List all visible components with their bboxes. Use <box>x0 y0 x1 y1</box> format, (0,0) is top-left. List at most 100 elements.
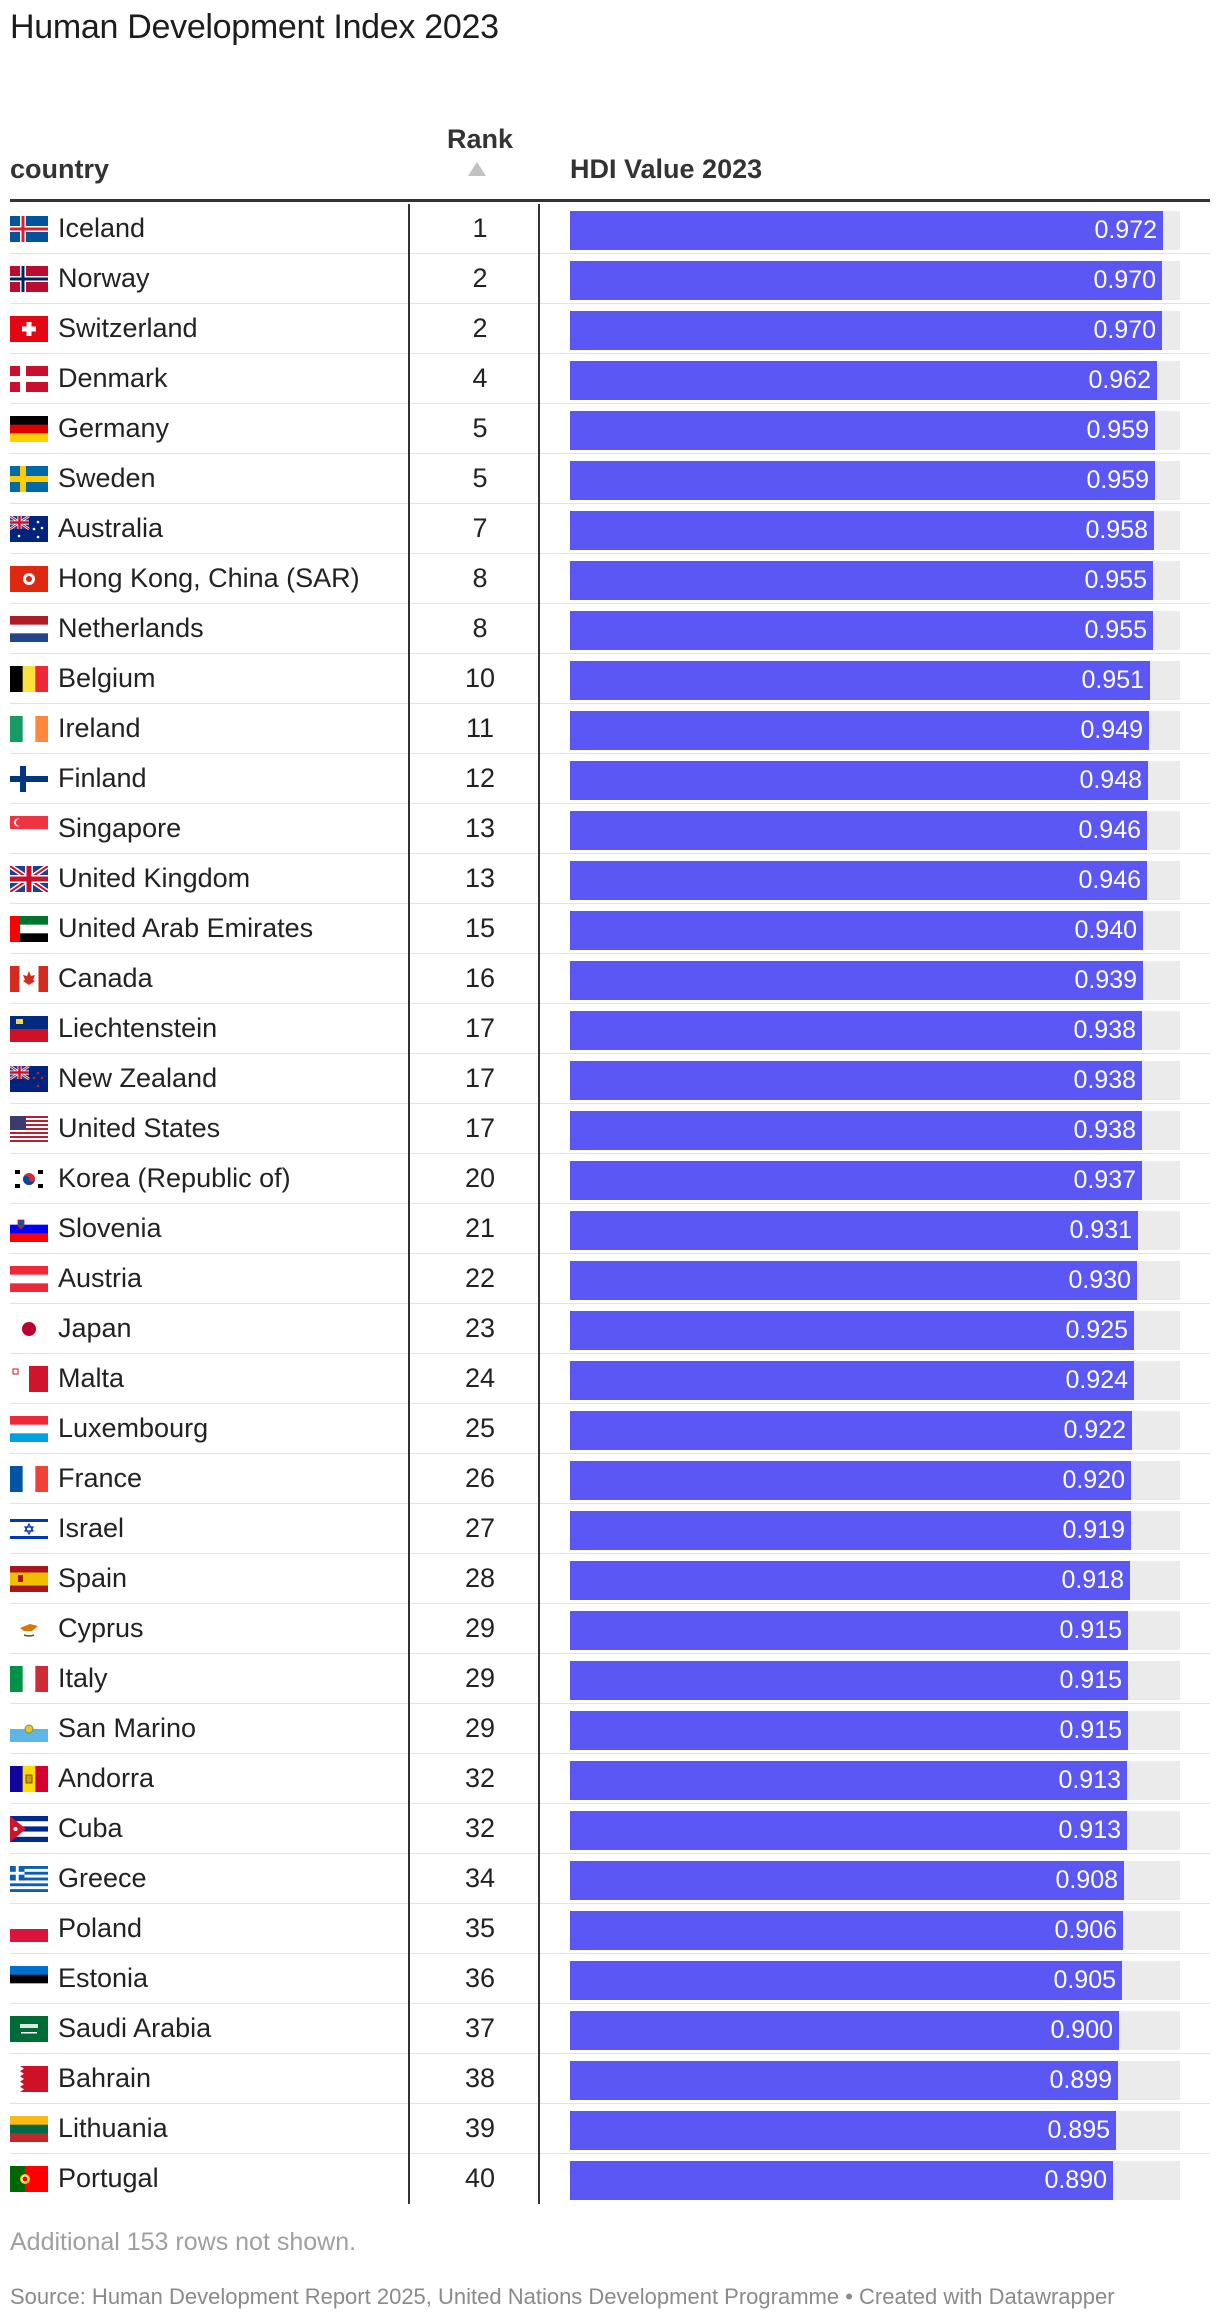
hdi-bar: 0.970 <box>570 261 1162 300</box>
column-header-country[interactable]: country <box>10 154 110 184</box>
hdi-value-label: 0.940 <box>1074 916 1137 944</box>
hdi-bar-track: 0.895 <box>570 2111 1180 2150</box>
country-name: France <box>58 1463 143 1493</box>
table-row: Saudi Arabia 37 0.900 <box>10 2004 1210 2054</box>
hdi-value-label: 0.899 <box>1049 2066 1112 2094</box>
country-name: Israel <box>58 1513 125 1543</box>
hdi-bar: 0.919 <box>570 1511 1131 1550</box>
table-row: Spain 28 0.918 <box>10 1554 1210 1604</box>
rank-value: 32 <box>464 1813 496 1843</box>
flag-sweden-icon <box>10 466 48 492</box>
hdi-value-label: 0.930 <box>1068 1266 1131 1294</box>
column-divider-rank <box>538 204 540 2204</box>
hdi-bar: 0.949 <box>570 711 1149 750</box>
country-name: Ireland <box>58 713 141 743</box>
country-name: Japan <box>58 1313 132 1343</box>
country-name: Poland <box>58 1913 143 1943</box>
hdi-bar-track: 0.937 <box>570 1161 1180 1200</box>
hdi-bar-track: 0.946 <box>570 811 1180 850</box>
table-row: Israel 27 0.919 <box>10 1504 1210 1554</box>
flag-canada-icon <box>10 966 48 992</box>
country-name: Andorra <box>58 1763 155 1793</box>
hdi-bar: 0.951 <box>570 661 1150 700</box>
hdi-bar: 0.955 <box>570 561 1153 600</box>
flag-israel-icon <box>10 1516 48 1542</box>
hdi-bar-track: 0.939 <box>570 961 1180 1000</box>
hdi-value-label: 0.937 <box>1073 1166 1136 1194</box>
column-header-rank[interactable]: Rank <box>446 124 514 154</box>
hdi-value-label: 0.915 <box>1059 1616 1122 1644</box>
hdi-bar: 0.895 <box>570 2111 1116 2150</box>
chart-title: Human Development Index 2023 <box>10 8 499 46</box>
country-name: Liechtenstein <box>58 1013 218 1043</box>
flag-poland-icon <box>10 1916 48 1942</box>
flag-singapore-icon <box>10 816 48 842</box>
rank-value: 29 <box>464 1663 496 1693</box>
flag-new-zealand-icon <box>10 1066 48 1092</box>
hdi-value-label: 0.949 <box>1080 716 1143 744</box>
rank-value: 8 <box>472 563 488 593</box>
hdi-bar: 0.906 <box>570 1911 1123 1950</box>
country-name: Italy <box>58 1663 108 1693</box>
flag-cuba-icon <box>10 1816 48 1842</box>
flag-uae-icon <box>10 916 48 942</box>
flag-united-states-icon <box>10 1116 48 1142</box>
country-name: San Marino <box>58 1713 197 1743</box>
table-row: Hong Kong, China (SAR) 8 0.955 <box>10 554 1210 604</box>
table-row: Switzerland 2 0.970 <box>10 304 1210 354</box>
flag-hong-kong-icon <box>10 566 48 592</box>
rank-value: 7 <box>472 513 488 543</box>
table-row: Andorra 32 0.913 <box>10 1754 1210 1804</box>
hdi-value-label: 0.925 <box>1065 1316 1128 1344</box>
table-row: Cuba 32 0.913 <box>10 1804 1210 1854</box>
hdi-bar-track: 0.949 <box>570 711 1180 750</box>
country-name: Austria <box>58 1263 143 1293</box>
flag-norway-icon <box>10 266 48 292</box>
country-name: Korea (Republic of) <box>58 1163 291 1193</box>
country-name: Iceland <box>58 213 146 243</box>
rank-value: 22 <box>464 1263 496 1293</box>
table-row: Norway 2 0.970 <box>10 254 1210 304</box>
rank-value: 38 <box>464 2063 496 2093</box>
table-row: Estonia 36 0.905 <box>10 1954 1210 2004</box>
table-row: Singapore 13 0.946 <box>10 804 1210 854</box>
rank-value: 11 <box>465 713 495 743</box>
hdi-bar: 0.939 <box>570 961 1143 1000</box>
hdi-bar-track: 0.962 <box>570 361 1180 400</box>
flag-austria-icon <box>10 1266 48 1292</box>
table-row: Germany 5 0.959 <box>10 404 1210 454</box>
hdi-bar: 0.948 <box>570 761 1148 800</box>
table-row: Austria 22 0.930 <box>10 1254 1210 1304</box>
rank-value: 12 <box>464 763 496 793</box>
rank-value: 2 <box>472 313 488 343</box>
table-row: San Marino 29 0.915 <box>10 1704 1210 1754</box>
table-row: Australia 7 0.958 <box>10 504 1210 554</box>
hdi-bar: 0.958 <box>570 511 1154 550</box>
table-row: Japan 23 0.925 <box>10 1304 1210 1354</box>
rank-value: 32 <box>464 1763 496 1793</box>
rank-value: 5 <box>472 463 488 493</box>
hdi-value-label: 0.913 <box>1058 1816 1121 1844</box>
hdi-bar: 0.922 <box>570 1411 1132 1450</box>
hdi-value-label: 0.946 <box>1078 816 1141 844</box>
hdi-value-label: 0.938 <box>1073 1066 1136 1094</box>
hdi-value-label: 0.918 <box>1061 1566 1124 1594</box>
table-row: United Kingdom 13 0.946 <box>10 854 1210 904</box>
table-row: Poland 35 0.906 <box>10 1904 1210 1954</box>
hdi-value-label: 0.938 <box>1073 1116 1136 1144</box>
sort-ascending-icon[interactable] <box>468 162 486 176</box>
table-row: Canada 16 0.939 <box>10 954 1210 1004</box>
hdi-value-label: 0.970 <box>1093 266 1156 294</box>
column-header-hdi[interactable]: HDI Value 2023 <box>570 154 763 184</box>
table-body: Iceland 1 0.972 Norway 2 0.970 Switzerland 2 0.9… <box>10 204 1210 2204</box>
flag-estonia-icon <box>10 1966 48 1992</box>
hdi-bar: 0.915 <box>570 1661 1128 1700</box>
hdi-bar-track: 0.925 <box>570 1311 1180 1350</box>
flag-iceland-icon <box>10 216 48 242</box>
rank-value: 15 <box>464 913 496 943</box>
rank-value: 28 <box>464 1563 496 1593</box>
rows-not-shown-note: Additional 153 rows not shown. <box>10 2228 357 2256</box>
country-name: Saudi Arabia <box>58 2013 212 2043</box>
hdi-value-label: 0.924 <box>1065 1366 1128 1394</box>
flag-lithuania-icon <box>10 2116 48 2142</box>
